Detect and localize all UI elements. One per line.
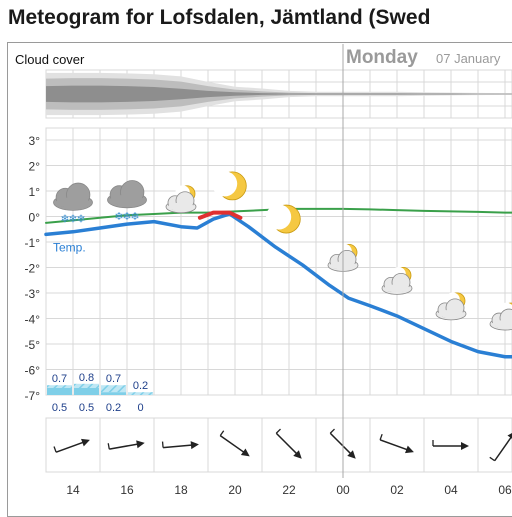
svg-text:❄: ❄ <box>76 214 85 226</box>
x-tick-label: 22 <box>282 483 296 497</box>
wind-panel <box>46 418 512 472</box>
x-tick-label: 20 <box>228 483 242 497</box>
x-tick-labels: 14 16 18 20 22 00 02 04 06 <box>66 483 512 497</box>
temperature-grid <box>46 128 512 395</box>
precipitation-min-label: 0 <box>137 402 143 414</box>
y-tick-labels: 3° 2° 1° 0° -1° -2° -3° -4° -5° -6° -7° <box>25 134 41 403</box>
precipitation-max-label: 0.7 <box>52 373 67 385</box>
y-tick-label: -1° <box>25 236 41 250</box>
x-tick-label: 00 <box>336 483 350 497</box>
y-tick-label: 2° <box>29 160 41 174</box>
precipitation-min-label: 0.5 <box>52 402 67 414</box>
precipitation-max-label: 0.8 <box>79 372 94 384</box>
x-tick-label: 06 <box>498 483 512 497</box>
x-tick-label: 02 <box>390 483 404 497</box>
y-tick-label: -4° <box>25 313 41 327</box>
wind-arrows <box>46 418 512 472</box>
precipitation-min-label: 0.2 <box>106 402 121 414</box>
y-tick-label: -3° <box>25 287 41 301</box>
precipitation-bar <box>101 392 126 395</box>
day-name: Monday <box>346 47 418 68</box>
y-tick-label: -6° <box>25 364 41 378</box>
y-tick-label: -2° <box>25 262 41 276</box>
x-tick-label: 16 <box>120 483 134 497</box>
y-tick-label: 0° <box>29 211 41 225</box>
temp-series-label: Temp. <box>53 240 86 254</box>
x-tick-label: 18 <box>174 483 188 497</box>
day-label: Monday 07 January <box>346 47 501 68</box>
y-tick-label: -5° <box>25 338 41 352</box>
day-date: 07 January <box>436 51 501 66</box>
precipitation-bar-uncertainty <box>47 385 72 388</box>
y-tick-label: -7° <box>25 389 41 403</box>
precipitation-max-label: 0.7 <box>106 373 121 385</box>
cloud-cover-title: Cloud cover <box>15 52 85 67</box>
precipitation-bar-uncertainty <box>74 384 99 388</box>
precipitation-bar <box>74 388 99 395</box>
y-tick-label: 3° <box>29 134 41 148</box>
y-tick-label: 1° <box>29 185 41 199</box>
precipitation-bar-uncertainty <box>101 385 126 392</box>
precipitation-max-label: 0.2 <box>133 380 148 392</box>
precipitation-bar-uncertainty <box>128 392 153 395</box>
svg-text:❄: ❄ <box>130 211 139 223</box>
precipitation-bar <box>47 388 72 395</box>
x-tick-label: 04 <box>444 483 458 497</box>
precipitation-min-label: 0.5 <box>79 402 94 414</box>
temperature-panel <box>46 128 512 395</box>
x-tick-label: 14 <box>66 483 80 497</box>
